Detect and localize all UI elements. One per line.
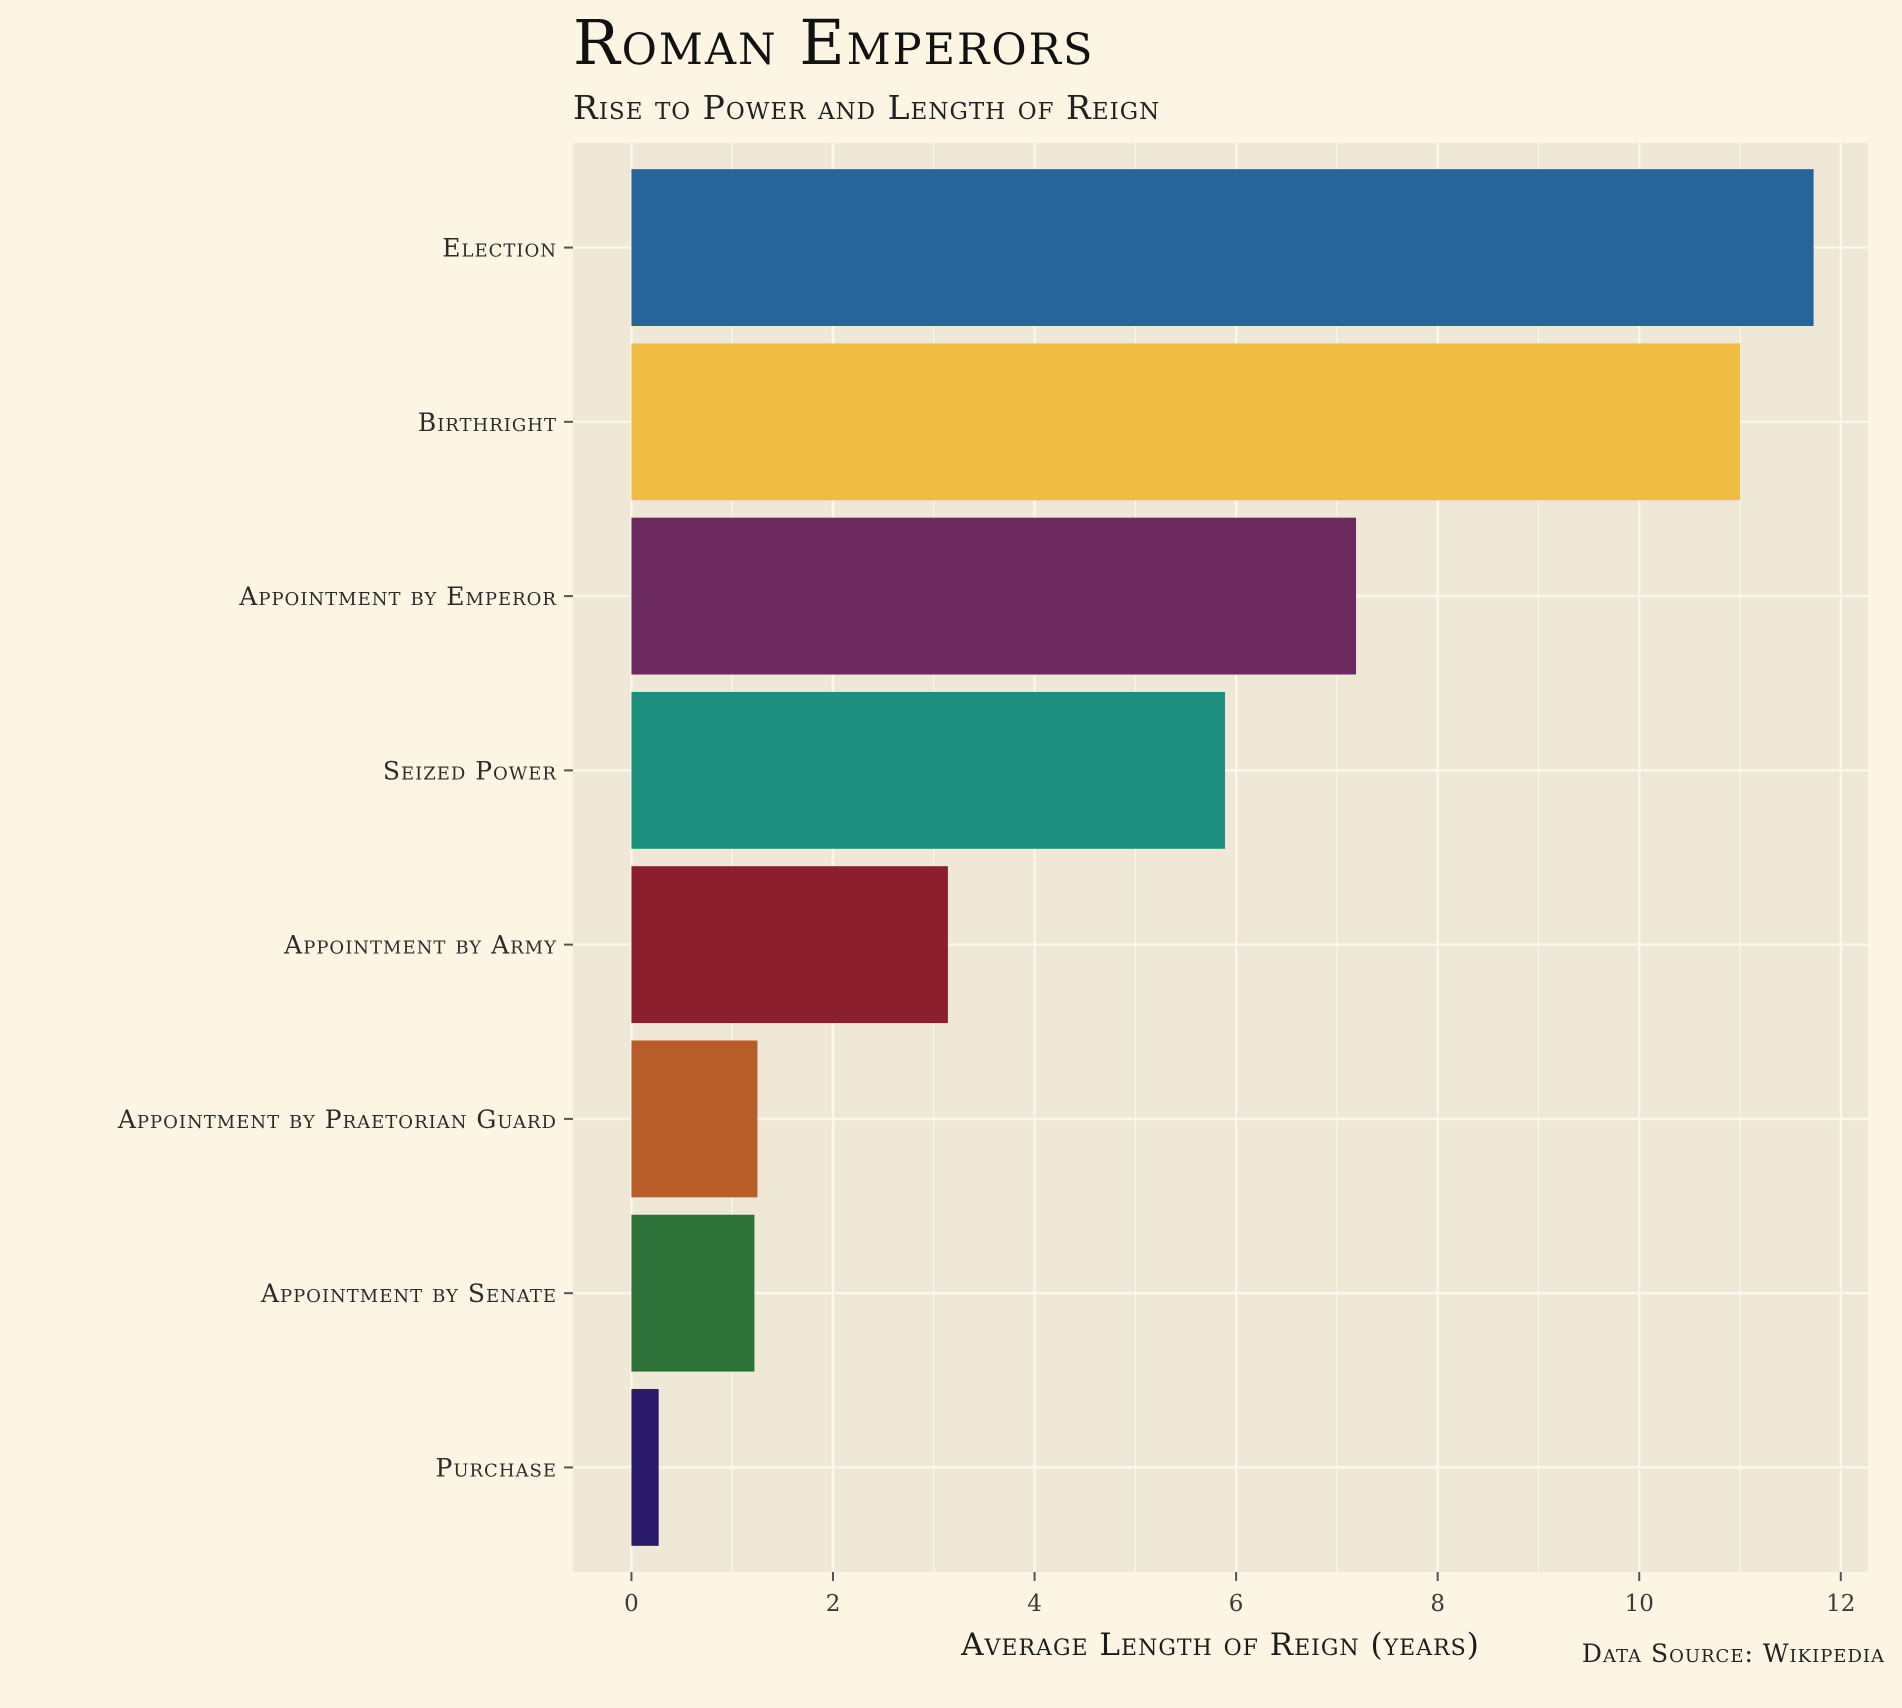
y-tick-label: Birthright (418, 408, 557, 437)
y-tick-label: Appointment by Senate (260, 1279, 557, 1308)
x-tick-label: 4 (1027, 1591, 1042, 1617)
bar (631, 1040, 758, 1198)
y-tick-label: Appointment by Praetorian Guard (117, 1105, 557, 1134)
y-axis: Election Birthright Appointment by Emperor… (117, 234, 573, 1482)
x-tick-label: 0 (624, 1591, 639, 1617)
x-axis: 0 2 4 6 8 10 12 (624, 1572, 1855, 1617)
bar (631, 169, 1814, 326)
chart-subtitle: Rise to Power and Length of Reign (573, 88, 1161, 127)
y-tick-label: Appointment by Army (283, 931, 557, 960)
x-tick-label: 10 (1625, 1591, 1654, 1617)
x-tick-label: 6 (1229, 1591, 1244, 1617)
y-tick-label: Appointment by Emperor (238, 582, 557, 611)
y-tick-label: Seized Power (383, 756, 557, 785)
x-tick-label: 8 (1430, 1591, 1445, 1617)
y-tick-label: Purchase (436, 1453, 557, 1482)
bar (631, 866, 948, 1024)
chart-title: Roman Emperors (573, 6, 1095, 79)
data-source-caption: Data Source: Wikipedia (1581, 1639, 1885, 1668)
bar (631, 691, 1226, 849)
bar (631, 1214, 755, 1372)
bars-group (631, 169, 1814, 1546)
x-tick-label: 12 (1826, 1591, 1855, 1617)
bar (631, 1389, 659, 1546)
x-tick-label: 2 (826, 1591, 841, 1617)
bar (631, 517, 1357, 675)
x-axis-title: Average Length of Reign (years) (960, 1627, 1480, 1663)
y-tick-label: Election (442, 234, 557, 263)
bar (631, 343, 1741, 501)
